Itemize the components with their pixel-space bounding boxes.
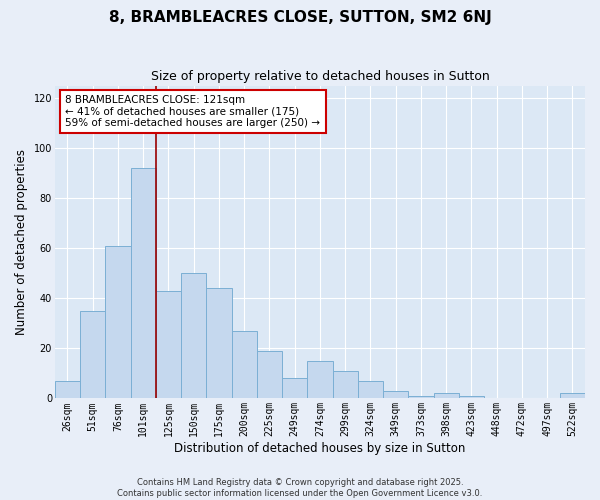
X-axis label: Distribution of detached houses by size in Sutton: Distribution of detached houses by size … bbox=[174, 442, 466, 455]
Y-axis label: Number of detached properties: Number of detached properties bbox=[15, 149, 28, 335]
Bar bbox=[408, 396, 434, 398]
Bar bbox=[131, 168, 156, 398]
Bar bbox=[181, 274, 206, 398]
Bar bbox=[459, 396, 484, 398]
Bar bbox=[383, 391, 408, 398]
Bar bbox=[358, 381, 383, 398]
Text: Contains HM Land Registry data © Crown copyright and database right 2025.
Contai: Contains HM Land Registry data © Crown c… bbox=[118, 478, 482, 498]
Bar bbox=[307, 361, 332, 399]
Text: 8 BRAMBLEACRES CLOSE: 121sqm
← 41% of detached houses are smaller (175)
59% of s: 8 BRAMBLEACRES CLOSE: 121sqm ← 41% of de… bbox=[65, 95, 320, 128]
Bar bbox=[257, 351, 282, 399]
Bar bbox=[232, 331, 257, 398]
Bar bbox=[560, 394, 585, 398]
Bar bbox=[332, 371, 358, 398]
Title: Size of property relative to detached houses in Sutton: Size of property relative to detached ho… bbox=[151, 70, 489, 83]
Bar bbox=[106, 246, 131, 398]
Bar bbox=[80, 311, 106, 398]
Bar bbox=[156, 291, 181, 399]
Bar bbox=[282, 378, 307, 398]
Bar bbox=[55, 381, 80, 398]
Text: 8, BRAMBLEACRES CLOSE, SUTTON, SM2 6NJ: 8, BRAMBLEACRES CLOSE, SUTTON, SM2 6NJ bbox=[109, 10, 491, 25]
Bar bbox=[206, 288, 232, 399]
Bar bbox=[434, 394, 459, 398]
